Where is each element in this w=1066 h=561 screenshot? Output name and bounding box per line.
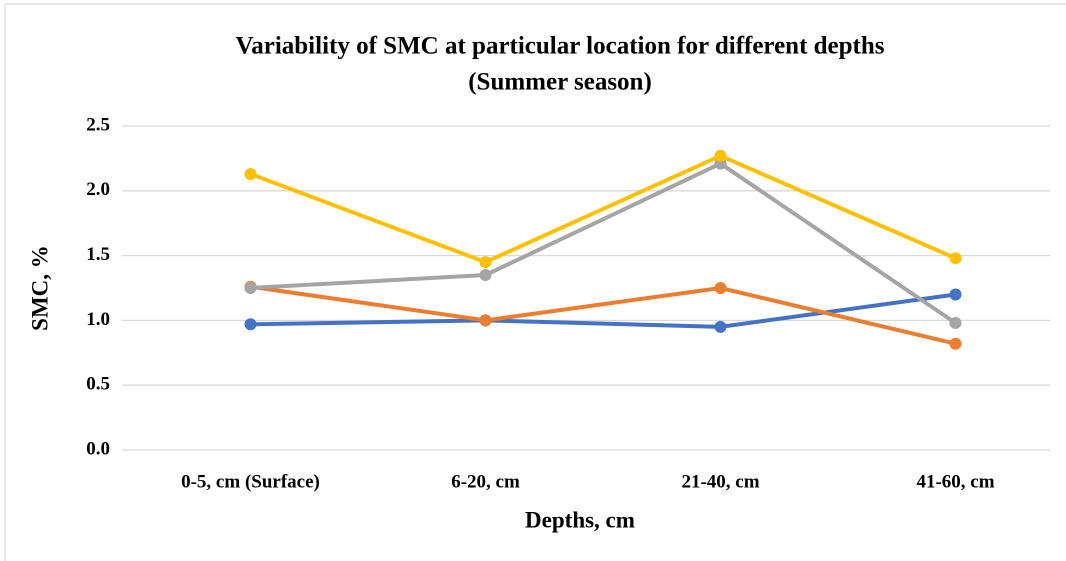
y-tick-label: 1.0 bbox=[86, 309, 110, 330]
series-line bbox=[250, 292, 956, 329]
data-point bbox=[714, 282, 727, 294]
data-point bbox=[479, 314, 492, 327]
data-point bbox=[949, 252, 962, 265]
data-point bbox=[244, 167, 257, 180]
y-tick-label: 0.5 bbox=[86, 374, 110, 395]
data-point bbox=[949, 337, 962, 350]
series-line bbox=[250, 284, 956, 346]
y-axis-title: SMC, % bbox=[27, 245, 52, 331]
series-line bbox=[249, 153, 957, 265]
data-point bbox=[479, 256, 492, 269]
data-point bbox=[244, 282, 257, 294]
series-line bbox=[250, 161, 957, 325]
data-point bbox=[949, 288, 962, 301]
data-point bbox=[949, 316, 962, 329]
data-point bbox=[714, 149, 727, 162]
chart-title: (Summer season) bbox=[468, 69, 652, 96]
x-tick-label: 41-60, cm bbox=[916, 471, 994, 492]
x-tick-label: 0-5, cm (Surface) bbox=[181, 471, 320, 492]
data-point bbox=[244, 318, 257, 331]
y-tick-label: 2.0 bbox=[86, 179, 110, 200]
chart-title: Variability of SMC at particular locatio… bbox=[235, 33, 884, 60]
x-axis-title: Depths, cm bbox=[525, 507, 635, 532]
x-tick-label: 6-20, cm bbox=[451, 471, 520, 492]
x-tick-label: 21-40, cm bbox=[681, 471, 759, 492]
y-tick-label: 1.5 bbox=[86, 244, 110, 265]
y-tick-label: 2.5 bbox=[86, 114, 110, 135]
data-point bbox=[479, 269, 492, 282]
data-point bbox=[714, 320, 727, 333]
y-tick-label: 0.0 bbox=[86, 438, 110, 459]
